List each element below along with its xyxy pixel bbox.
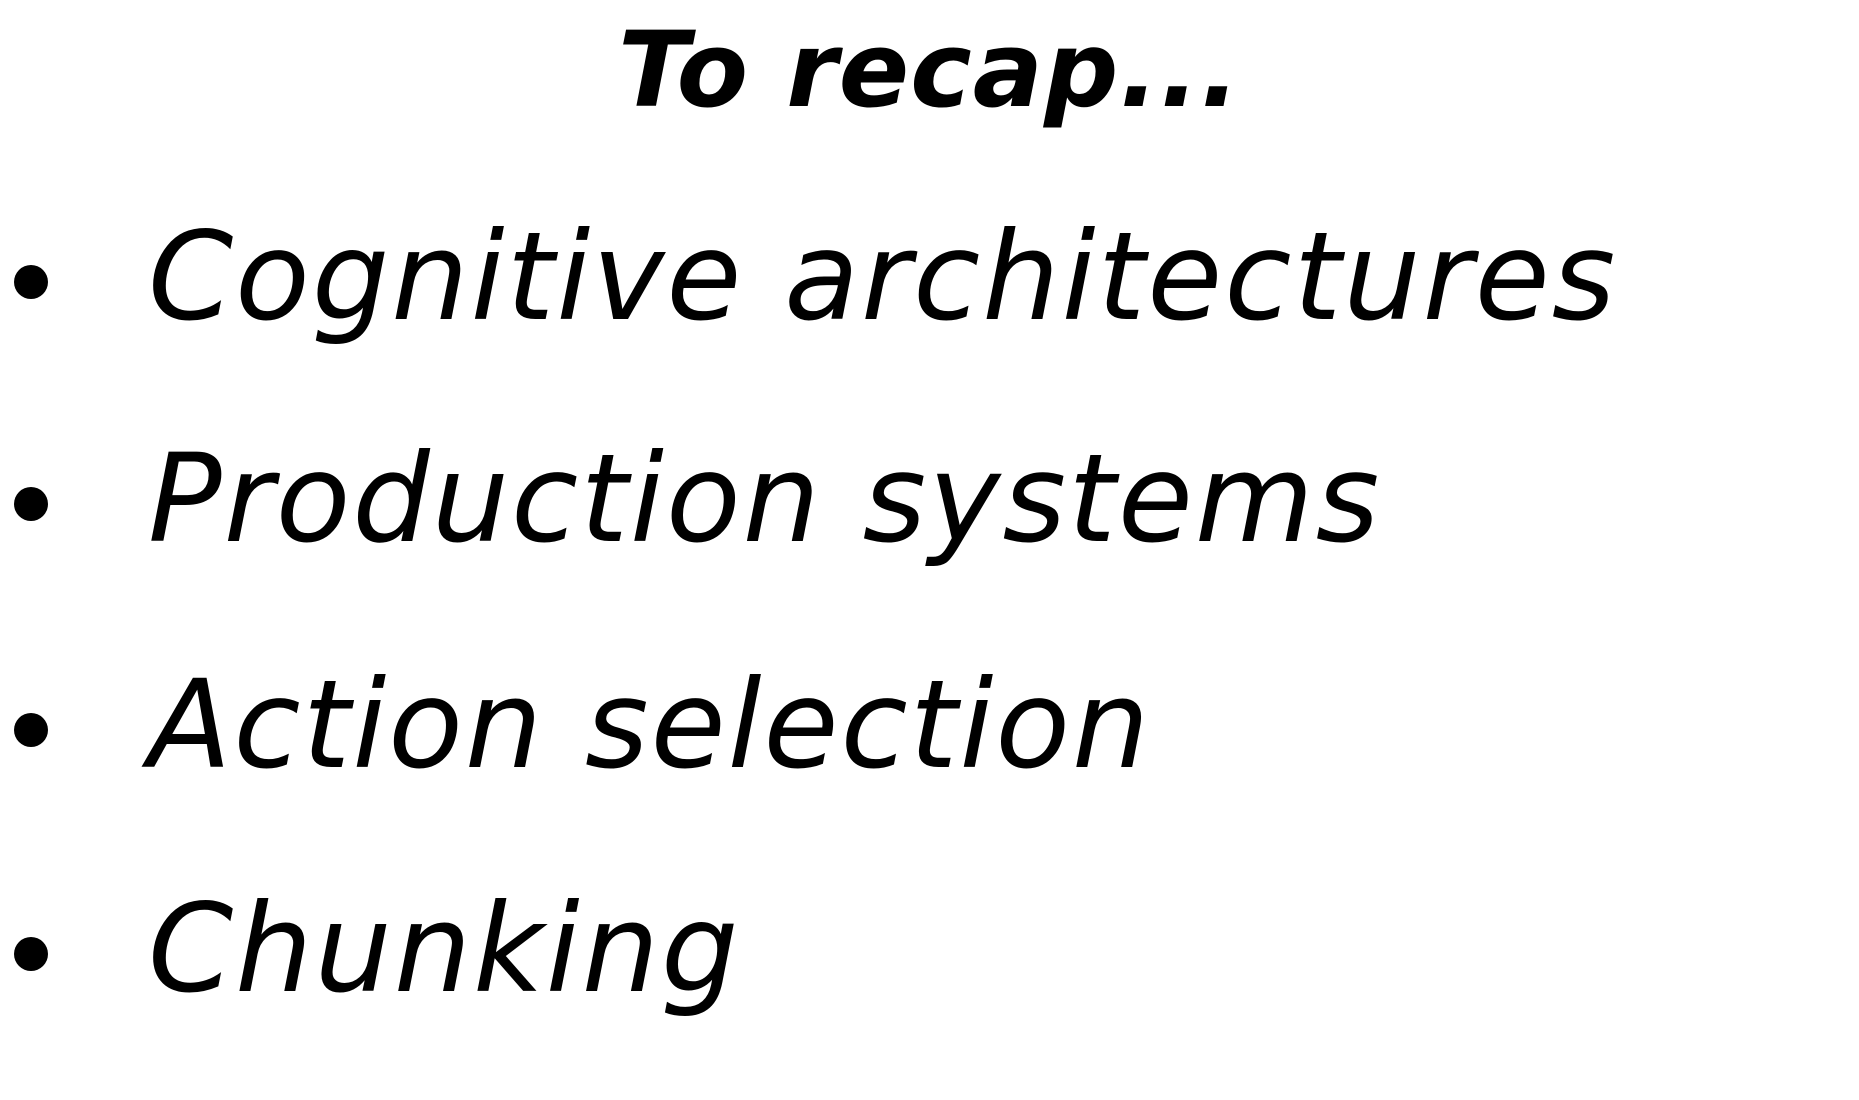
list-item: Cognitive architectures: [0, 206, 1859, 360]
bullet-icon: [14, 937, 48, 971]
bullet-icon: [14, 487, 48, 521]
bullet-text: Production systems: [148, 428, 1382, 570]
bullet-icon: [14, 265, 48, 299]
bullet-text: Cognitive architectures: [148, 206, 1618, 348]
bullet-text: Action selection: [148, 654, 1152, 796]
bullet-icon: [14, 713, 48, 747]
list-item: Production systems: [0, 428, 1859, 582]
bullet-text: Chunking: [148, 878, 741, 1020]
list-item: Action selection: [0, 654, 1859, 808]
list-item: Chunking: [0, 878, 1859, 1032]
slide-title: To recap...: [618, 9, 1241, 131]
